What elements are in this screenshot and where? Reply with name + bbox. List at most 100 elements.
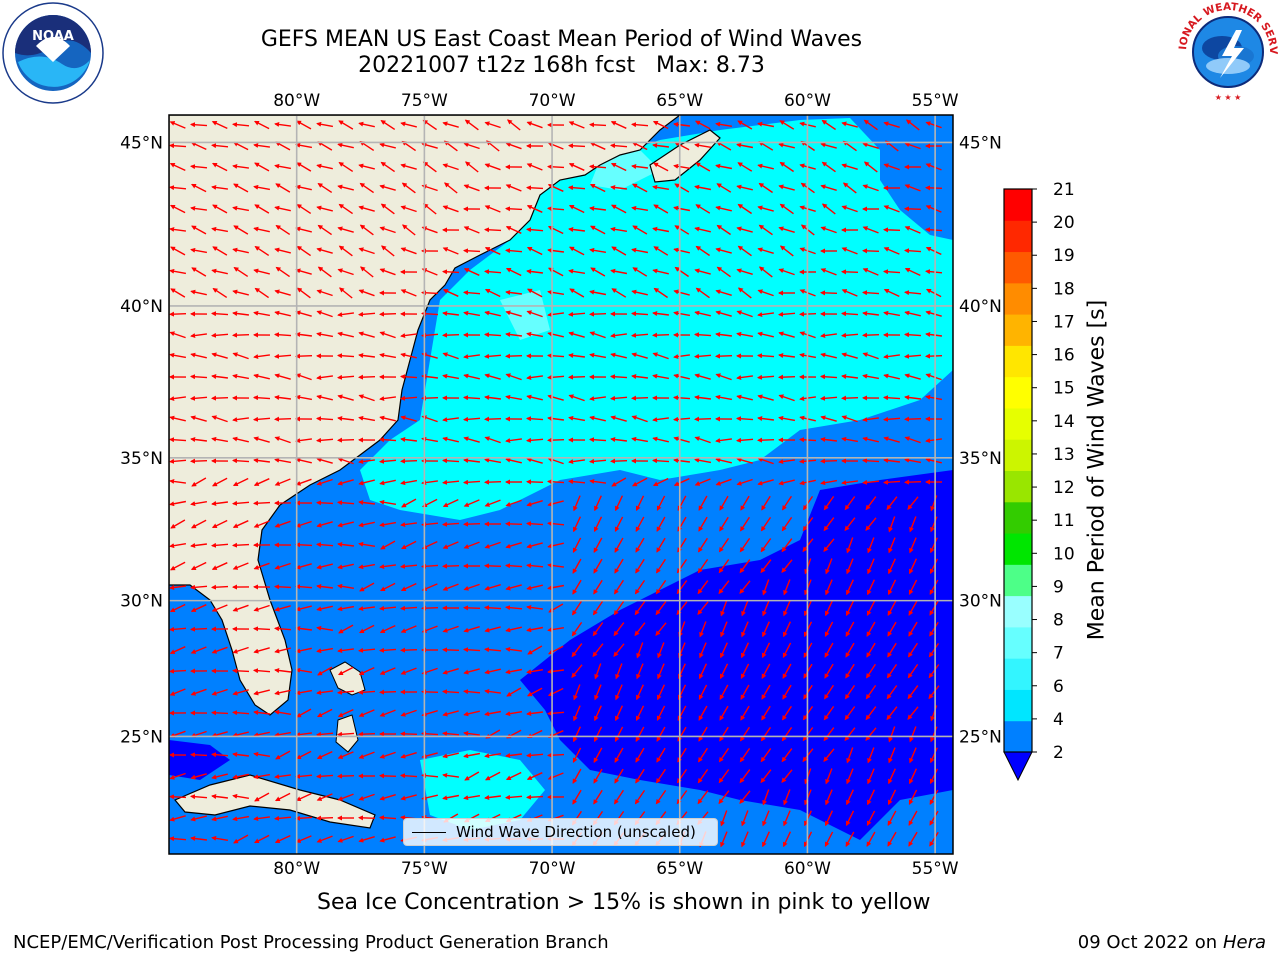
- wind-wave-arrow: [886, 685, 898, 700]
- wind-wave-arrow: [719, 726, 729, 742]
- wind-wave-arrow: [737, 120, 753, 130]
- wind-wave-arrow: [337, 331, 354, 338]
- wind-wave-arrow: [463, 583, 480, 591]
- wind-wave-arrow: [295, 732, 312, 738]
- colorbar-tick-label: 16: [1053, 346, 1075, 366]
- wind-wave-arrow: [211, 415, 228, 423]
- wind-wave-arrow: [762, 600, 770, 617]
- wind-wave-arrow: [190, 773, 207, 780]
- wind-wave-arrow: [379, 751, 396, 759]
- colorbar-segment: [1004, 251, 1032, 284]
- wind-wave-arrow: [634, 601, 646, 616]
- lat-label-left: 30°N: [120, 592, 163, 612]
- wind-wave-arrow: [232, 668, 250, 674]
- wind-wave-arrow: [739, 559, 751, 574]
- wind-wave-arrow: [845, 642, 855, 658]
- wind-wave-arrow: [862, 184, 879, 192]
- lat-label-right: 25°N: [959, 727, 1002, 747]
- wind-wave-arrow: [778, 184, 795, 191]
- wind-wave-arrow: [526, 269, 543, 274]
- wind-wave-arrow: [275, 225, 291, 235]
- wind-wave-arrow: [316, 690, 333, 696]
- wind-wave-arrow: [862, 290, 880, 296]
- wind-wave-arrow: [866, 579, 876, 596]
- wind-wave-arrow: [463, 248, 481, 254]
- colorbar-segment: [1004, 564, 1032, 597]
- wind-wave-arrow: [652, 458, 670, 464]
- wind-wave-arrow: [442, 647, 460, 653]
- wind-wave-arrow: [883, 354, 900, 360]
- wind-wave-arrow: [636, 684, 644, 701]
- wind-wave-arrow: [233, 225, 249, 235]
- wind-wave-arrow: [631, 415, 648, 423]
- wind-wave-arrow: [358, 353, 375, 358]
- wind-wave-arrow: [908, 558, 918, 575]
- wind-wave-arrow: [379, 415, 396, 422]
- wind-wave-arrow: [526, 563, 544, 569]
- wind-wave-arrow: [442, 121, 459, 128]
- wind-wave-arrow: [400, 247, 417, 255]
- wind-wave-arrow: [757, 479, 774, 486]
- lat-label-right: 30°N: [959, 592, 1002, 612]
- wind-wave-arrow: [526, 121, 543, 129]
- wind-wave-arrow: [190, 289, 207, 296]
- wind-wave-arrow: [191, 519, 207, 529]
- wind-wave-arrow: [337, 457, 354, 465]
- wind-wave-arrow: [841, 311, 859, 317]
- wind-wave-arrow: [568, 479, 586, 485]
- wind-wave-arrow: [782, 705, 792, 721]
- wind-wave-arrow: [526, 416, 544, 422]
- wind-wave-arrow: [573, 705, 581, 722]
- wind-wave-arrow: [253, 689, 270, 696]
- legend-line-swatch: [412, 831, 446, 833]
- wind-wave-arrow: [736, 394, 753, 401]
- wind-wave-arrow: [400, 289, 417, 297]
- wind-wave-arrow: [484, 626, 501, 633]
- wind-wave-arrow: [337, 751, 354, 759]
- wind-wave-arrow: [657, 642, 665, 659]
- wind-wave-arrow: [631, 332, 649, 338]
- wind-wave-arrow: [657, 663, 665, 680]
- wind-wave-arrow: [442, 163, 459, 171]
- wind-wave-arrow: [526, 542, 543, 549]
- wind-wave-arrow: [400, 121, 417, 128]
- wind-wave-arrow: [716, 266, 731, 278]
- wind-wave-arrow: [841, 374, 858, 379]
- wind-wave-arrow: [527, 645, 543, 655]
- wind-wave-arrow: [169, 688, 186, 696]
- wind-wave-arrow: [274, 478, 291, 486]
- wind-wave-arrow: [846, 537, 854, 554]
- wind-wave-arrow: [484, 499, 501, 507]
- wind-wave-arrow: [358, 500, 375, 505]
- wind-wave-arrow: [295, 310, 312, 317]
- wind-wave-arrow: [253, 395, 271, 401]
- wind-wave-arrow: [295, 394, 313, 401]
- wind-wave-arrow: [610, 352, 627, 359]
- period-region-darkblue: [520, 470, 953, 840]
- wind-wave-arrow: [673, 395, 691, 401]
- wind-wave-arrow: [211, 395, 229, 401]
- wind-wave-arrow: [402, 224, 416, 236]
- wind-wave-arrow: [925, 394, 943, 401]
- wind-wave-arrow: [715, 289, 732, 296]
- wind-wave-arrow: [400, 709, 417, 717]
- wind-wave-arrow: [484, 688, 501, 694]
- wind-wave-arrow: [484, 668, 501, 675]
- wind-wave-arrow: [715, 373, 732, 381]
- wind-wave-arrow: [232, 373, 250, 380]
- wind-wave-arrow: [652, 120, 669, 130]
- wind-wave-arrow: [862, 417, 879, 423]
- lat-label-right: 35°N: [959, 449, 1002, 469]
- wind-wave-arrow: [573, 684, 581, 701]
- wind-wave-arrow: [715, 438, 732, 444]
- wind-wave-arrow: [862, 373, 880, 380]
- wind-wave-arrow: [400, 731, 418, 737]
- wind-wave-arrow: [358, 311, 376, 317]
- wind-wave-arrow: [845, 663, 855, 679]
- wind-wave-arrow: [295, 438, 312, 444]
- wind-wave-arrow: [674, 141, 690, 151]
- wind-wave-arrow: [568, 331, 585, 338]
- colorbar-label: Mean Period of Wind Waves [s]: [1084, 299, 1110, 641]
- colorbar-tick-label: 19: [1053, 246, 1075, 266]
- wind-wave-arrow: [866, 663, 876, 679]
